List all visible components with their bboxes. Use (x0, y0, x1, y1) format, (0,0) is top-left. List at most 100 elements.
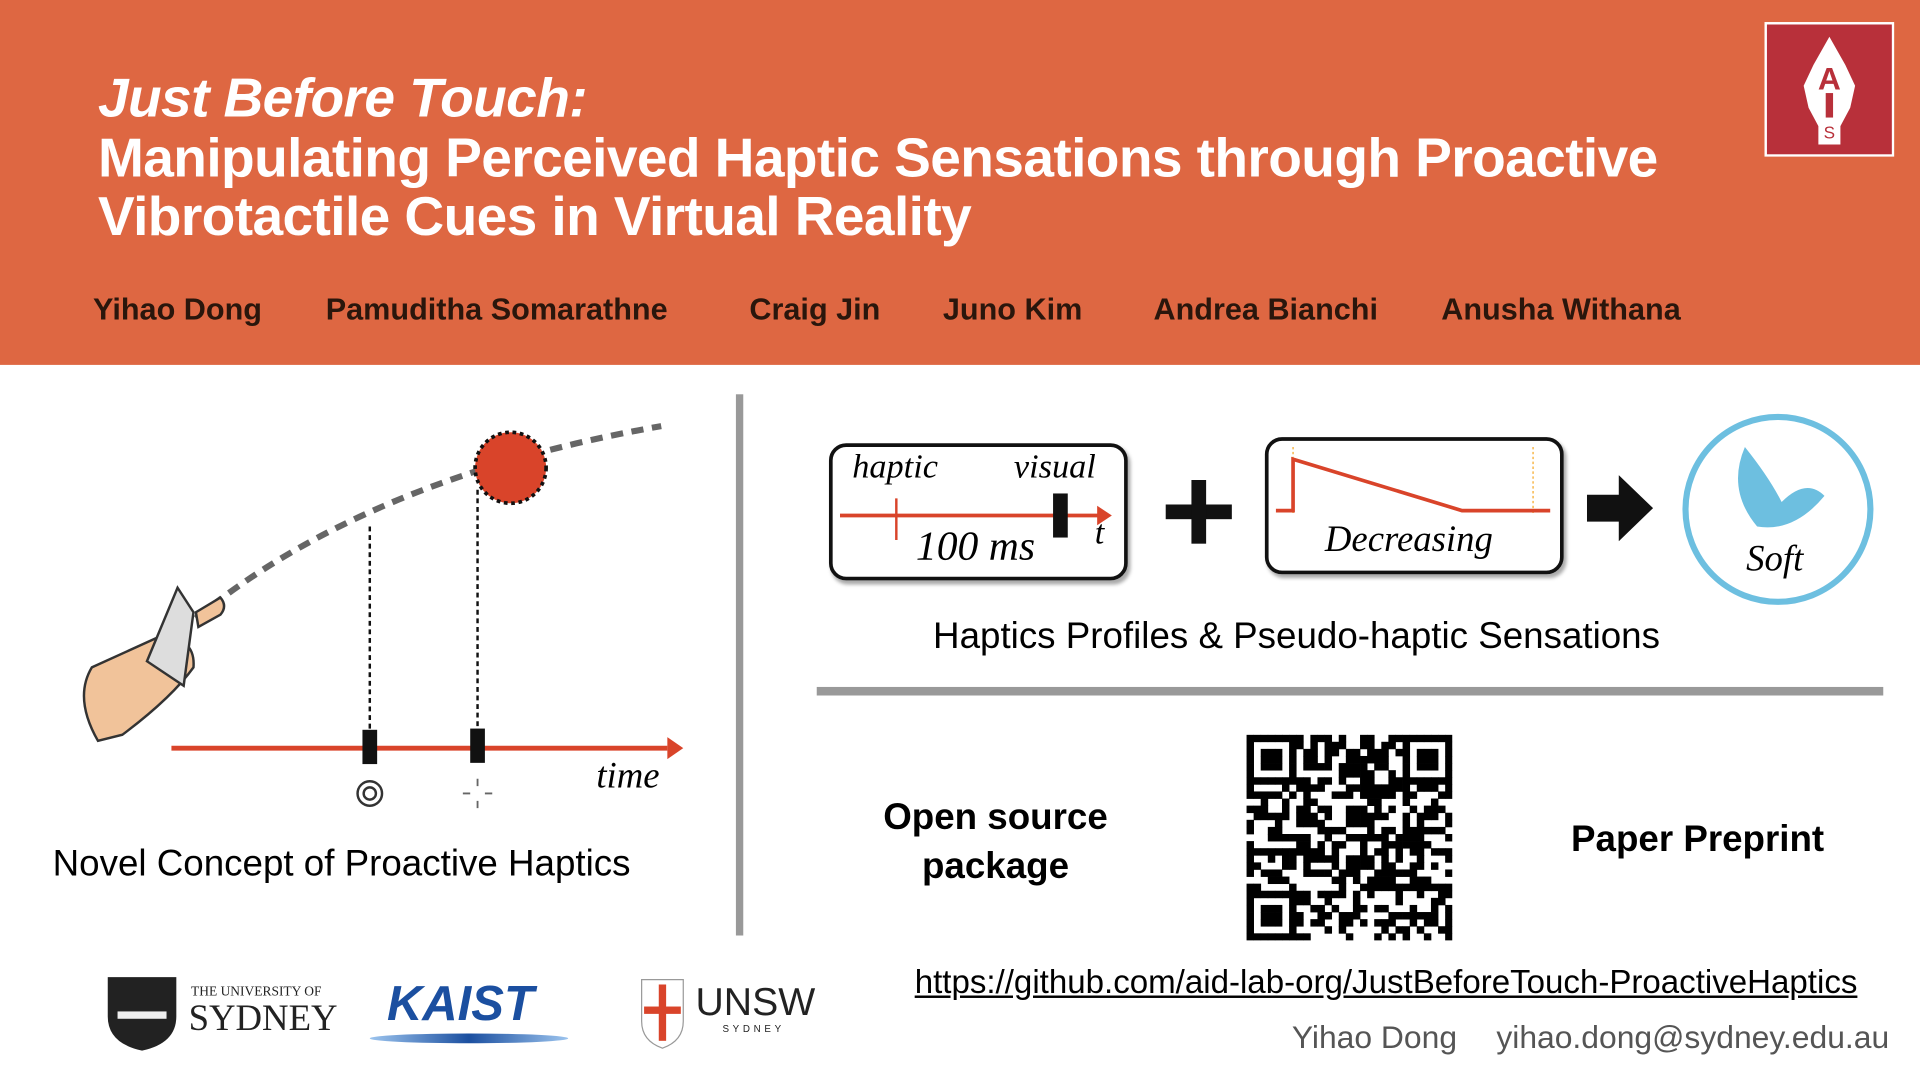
qr-module (1303, 890, 1311, 899)
qr-module (1296, 784, 1304, 792)
qr-module (1296, 912, 1304, 920)
title-line-3: Vibrotactile Cues in Virtual Reality (97, 184, 972, 248)
qr-module (1246, 919, 1254, 927)
qr-module (1260, 812, 1269, 821)
qr-module (1416, 777, 1425, 785)
qr-module (1409, 912, 1418, 920)
qr-module (1303, 834, 1311, 842)
qr-module (1360, 812, 1368, 821)
qr-module (1423, 755, 1432, 764)
qr-module (1289, 883, 1297, 892)
qr-module (1324, 763, 1333, 771)
ais-lab-logo: A S (1764, 22, 1895, 157)
qr-code[interactable] (1246, 734, 1453, 941)
qr-module (1246, 926, 1254, 934)
author: Craig Jin (749, 292, 881, 327)
qr-module (1310, 855, 1318, 863)
qr-module (1367, 748, 1375, 757)
delay-label: 100 ms (915, 524, 1036, 570)
qr-module (1423, 883, 1432, 892)
qr-module (1360, 741, 1368, 750)
qr-module (1281, 812, 1290, 821)
visual-marker (470, 728, 485, 763)
qr-module (1360, 784, 1368, 792)
qr-module (1303, 784, 1311, 792)
qr-module (1317, 805, 1325, 814)
qr-module (1274, 912, 1283, 920)
qr-module (1331, 876, 1340, 885)
qr-module (1281, 933, 1290, 941)
qr-module (1423, 784, 1432, 792)
qr-module (1289, 741, 1297, 750)
qr-module (1360, 848, 1368, 856)
qr-module (1260, 869, 1269, 877)
qr-module (1274, 869, 1283, 877)
qr-module (1374, 883, 1382, 892)
qr-module (1374, 805, 1382, 814)
qr-module (1430, 748, 1439, 757)
qr-module (1331, 862, 1340, 870)
qr-module (1260, 734, 1269, 743)
qr-module (1345, 755, 1354, 764)
qr-module (1352, 876, 1361, 885)
qr-module (1423, 912, 1432, 920)
qr-module (1289, 912, 1297, 920)
qr-module (1274, 826, 1283, 835)
qr-module (1274, 904, 1283, 913)
qr-module (1438, 897, 1446, 906)
qr-module (1381, 784, 1389, 792)
author: Pamuditha Somarathne (325, 292, 668, 327)
paper-preprint-label: Paper Preprint (1571, 819, 1825, 860)
qr-module (1416, 819, 1425, 828)
qr-module (1296, 834, 1304, 842)
qr-module (1324, 890, 1333, 899)
qr-module (1338, 741, 1347, 750)
qr-module (1289, 770, 1297, 778)
qr-module (1352, 834, 1361, 842)
qr-module (1409, 791, 1418, 799)
qr-module (1409, 883, 1418, 892)
qr-module (1402, 748, 1411, 757)
title-line-1: Just Before Touch: (97, 66, 588, 129)
qr-module (1445, 883, 1453, 892)
qr-module (1324, 748, 1333, 757)
qr-module (1395, 855, 1403, 863)
qr-module (1345, 805, 1354, 814)
qr-module (1445, 748, 1453, 757)
qr-module (1445, 784, 1453, 792)
qr-module (1388, 777, 1396, 785)
qr-module (1289, 890, 1297, 899)
qr-module (1338, 876, 1347, 885)
qr-module (1381, 834, 1389, 842)
qr-module (1303, 841, 1311, 849)
horizontal-divider (816, 686, 1884, 696)
qr-module (1445, 755, 1453, 764)
qr-module (1260, 805, 1269, 814)
qr-module (1289, 748, 1297, 757)
vertical-divider (735, 394, 744, 936)
qr-module (1289, 919, 1297, 927)
qr-module (1296, 919, 1304, 927)
qr-module (1274, 763, 1283, 771)
qr-module (1246, 784, 1254, 792)
qr-module (1402, 741, 1411, 750)
qr-module (1374, 834, 1382, 842)
qr-module (1352, 812, 1361, 821)
trajectory-line (193, 423, 662, 621)
qr-module (1289, 755, 1297, 764)
qr-module (1317, 890, 1325, 899)
qr-module (1267, 876, 1276, 885)
author: Yihao Dong (93, 292, 262, 327)
qr-module (1303, 755, 1311, 764)
qr-module (1289, 848, 1297, 856)
qr-module (1317, 826, 1325, 835)
qr-module (1374, 784, 1382, 792)
qr-module (1416, 862, 1425, 870)
qr-module (1310, 755, 1318, 764)
qr-module (1281, 777, 1290, 785)
timing-profile-box (828, 443, 1128, 581)
qr-module (1402, 926, 1411, 934)
qr-module (1296, 897, 1304, 906)
qr-module (1345, 791, 1354, 799)
github-link[interactable]: https://github.com/aid-lab-org/JustBefor… (914, 963, 1858, 1001)
